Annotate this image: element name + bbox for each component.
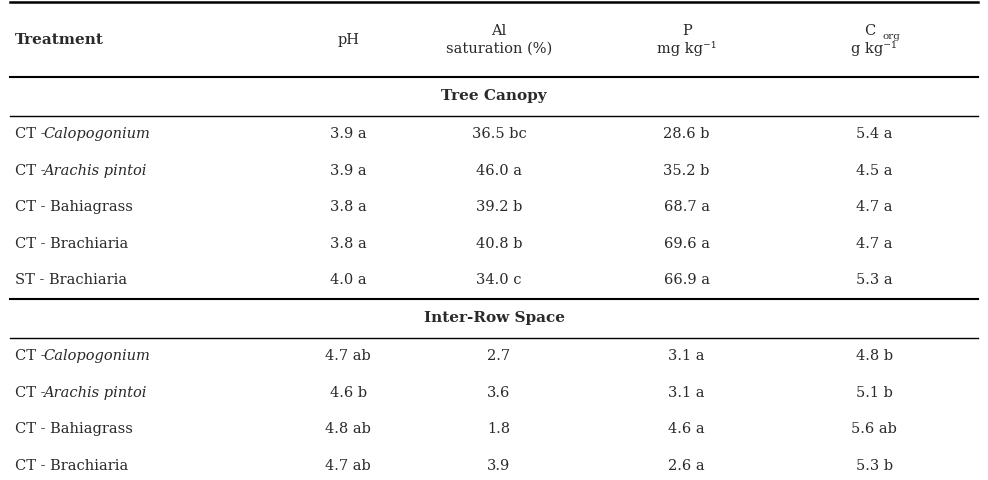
Text: CT - Bahiagrass: CT - Bahiagrass [15, 422, 132, 436]
Text: CT - Bahiagrass: CT - Bahiagrass [15, 200, 132, 215]
Text: 40.8 b: 40.8 b [475, 237, 523, 251]
Text: 4.8 b: 4.8 b [856, 349, 893, 363]
Text: C: C [864, 24, 875, 38]
Text: 2.7: 2.7 [487, 349, 511, 363]
Text: 5.1 b: 5.1 b [856, 385, 893, 400]
Text: Tree Canopy: Tree Canopy [442, 89, 546, 104]
Text: Calopogonium: Calopogonium [43, 349, 150, 363]
Text: 3.9: 3.9 [487, 458, 511, 473]
Text: Calopogonium: Calopogonium [43, 127, 150, 142]
Text: 4.7 a: 4.7 a [857, 200, 892, 215]
Text: 39.2 b: 39.2 b [476, 200, 522, 215]
Text: 68.7 a: 68.7 a [664, 200, 709, 215]
Text: 34.0 c: 34.0 c [476, 273, 522, 288]
Text: CT -: CT - [15, 127, 50, 142]
Text: mg kg⁻¹: mg kg⁻¹ [657, 41, 716, 56]
Text: Arachis pintoi: Arachis pintoi [43, 385, 147, 400]
Text: 69.6 a: 69.6 a [664, 237, 709, 251]
Text: 5.6 ab: 5.6 ab [852, 422, 897, 436]
Text: saturation (%): saturation (%) [446, 41, 552, 55]
Text: CT - Brachiaria: CT - Brachiaria [15, 458, 128, 473]
Text: Inter-Row Space: Inter-Row Space [424, 311, 564, 325]
Text: 3.8 a: 3.8 a [330, 200, 367, 215]
Text: 28.6 b: 28.6 b [663, 127, 710, 142]
Text: g kg⁻¹: g kg⁻¹ [852, 41, 897, 56]
Text: CT -: CT - [15, 164, 50, 178]
Text: 3.6: 3.6 [487, 385, 511, 400]
Text: Al: Al [491, 24, 507, 38]
Text: 4.7 ab: 4.7 ab [325, 349, 371, 363]
Text: 4.0 a: 4.0 a [330, 273, 367, 288]
Text: Treatment: Treatment [15, 33, 104, 47]
Text: pH: pH [337, 33, 360, 47]
Text: 5.3 a: 5.3 a [856, 273, 893, 288]
Text: 4.5 a: 4.5 a [857, 164, 892, 178]
Text: 3.1 a: 3.1 a [669, 385, 704, 400]
Text: 5.4 a: 5.4 a [857, 127, 892, 142]
Text: 46.0 a: 46.0 a [476, 164, 522, 178]
Text: 36.5 bc: 36.5 bc [471, 127, 527, 142]
Text: 4.8 ab: 4.8 ab [325, 422, 371, 436]
Text: ST - Brachiaria: ST - Brachiaria [15, 273, 126, 288]
Text: P: P [682, 24, 692, 38]
Text: 66.9 a: 66.9 a [664, 273, 709, 288]
Text: 4.7 ab: 4.7 ab [325, 458, 371, 473]
Text: 3.1 a: 3.1 a [669, 349, 704, 363]
Text: org: org [882, 32, 900, 41]
Text: 4.7 a: 4.7 a [857, 237, 892, 251]
Text: CT - Brachiaria: CT - Brachiaria [15, 237, 128, 251]
Text: 35.2 b: 35.2 b [664, 164, 709, 178]
Text: 3.9 a: 3.9 a [330, 127, 367, 142]
Text: CT -: CT - [15, 385, 50, 400]
Text: 1.8: 1.8 [487, 422, 511, 436]
Text: 3.9 a: 3.9 a [330, 164, 367, 178]
Text: 4.6 a: 4.6 a [668, 422, 705, 436]
Text: 5.3 b: 5.3 b [856, 458, 893, 473]
Text: CT -: CT - [15, 349, 50, 363]
Text: 3.8 a: 3.8 a [330, 237, 367, 251]
Text: 2.6 a: 2.6 a [668, 458, 705, 473]
Text: 4.6 b: 4.6 b [330, 385, 367, 400]
Text: Arachis pintoi: Arachis pintoi [43, 164, 147, 178]
